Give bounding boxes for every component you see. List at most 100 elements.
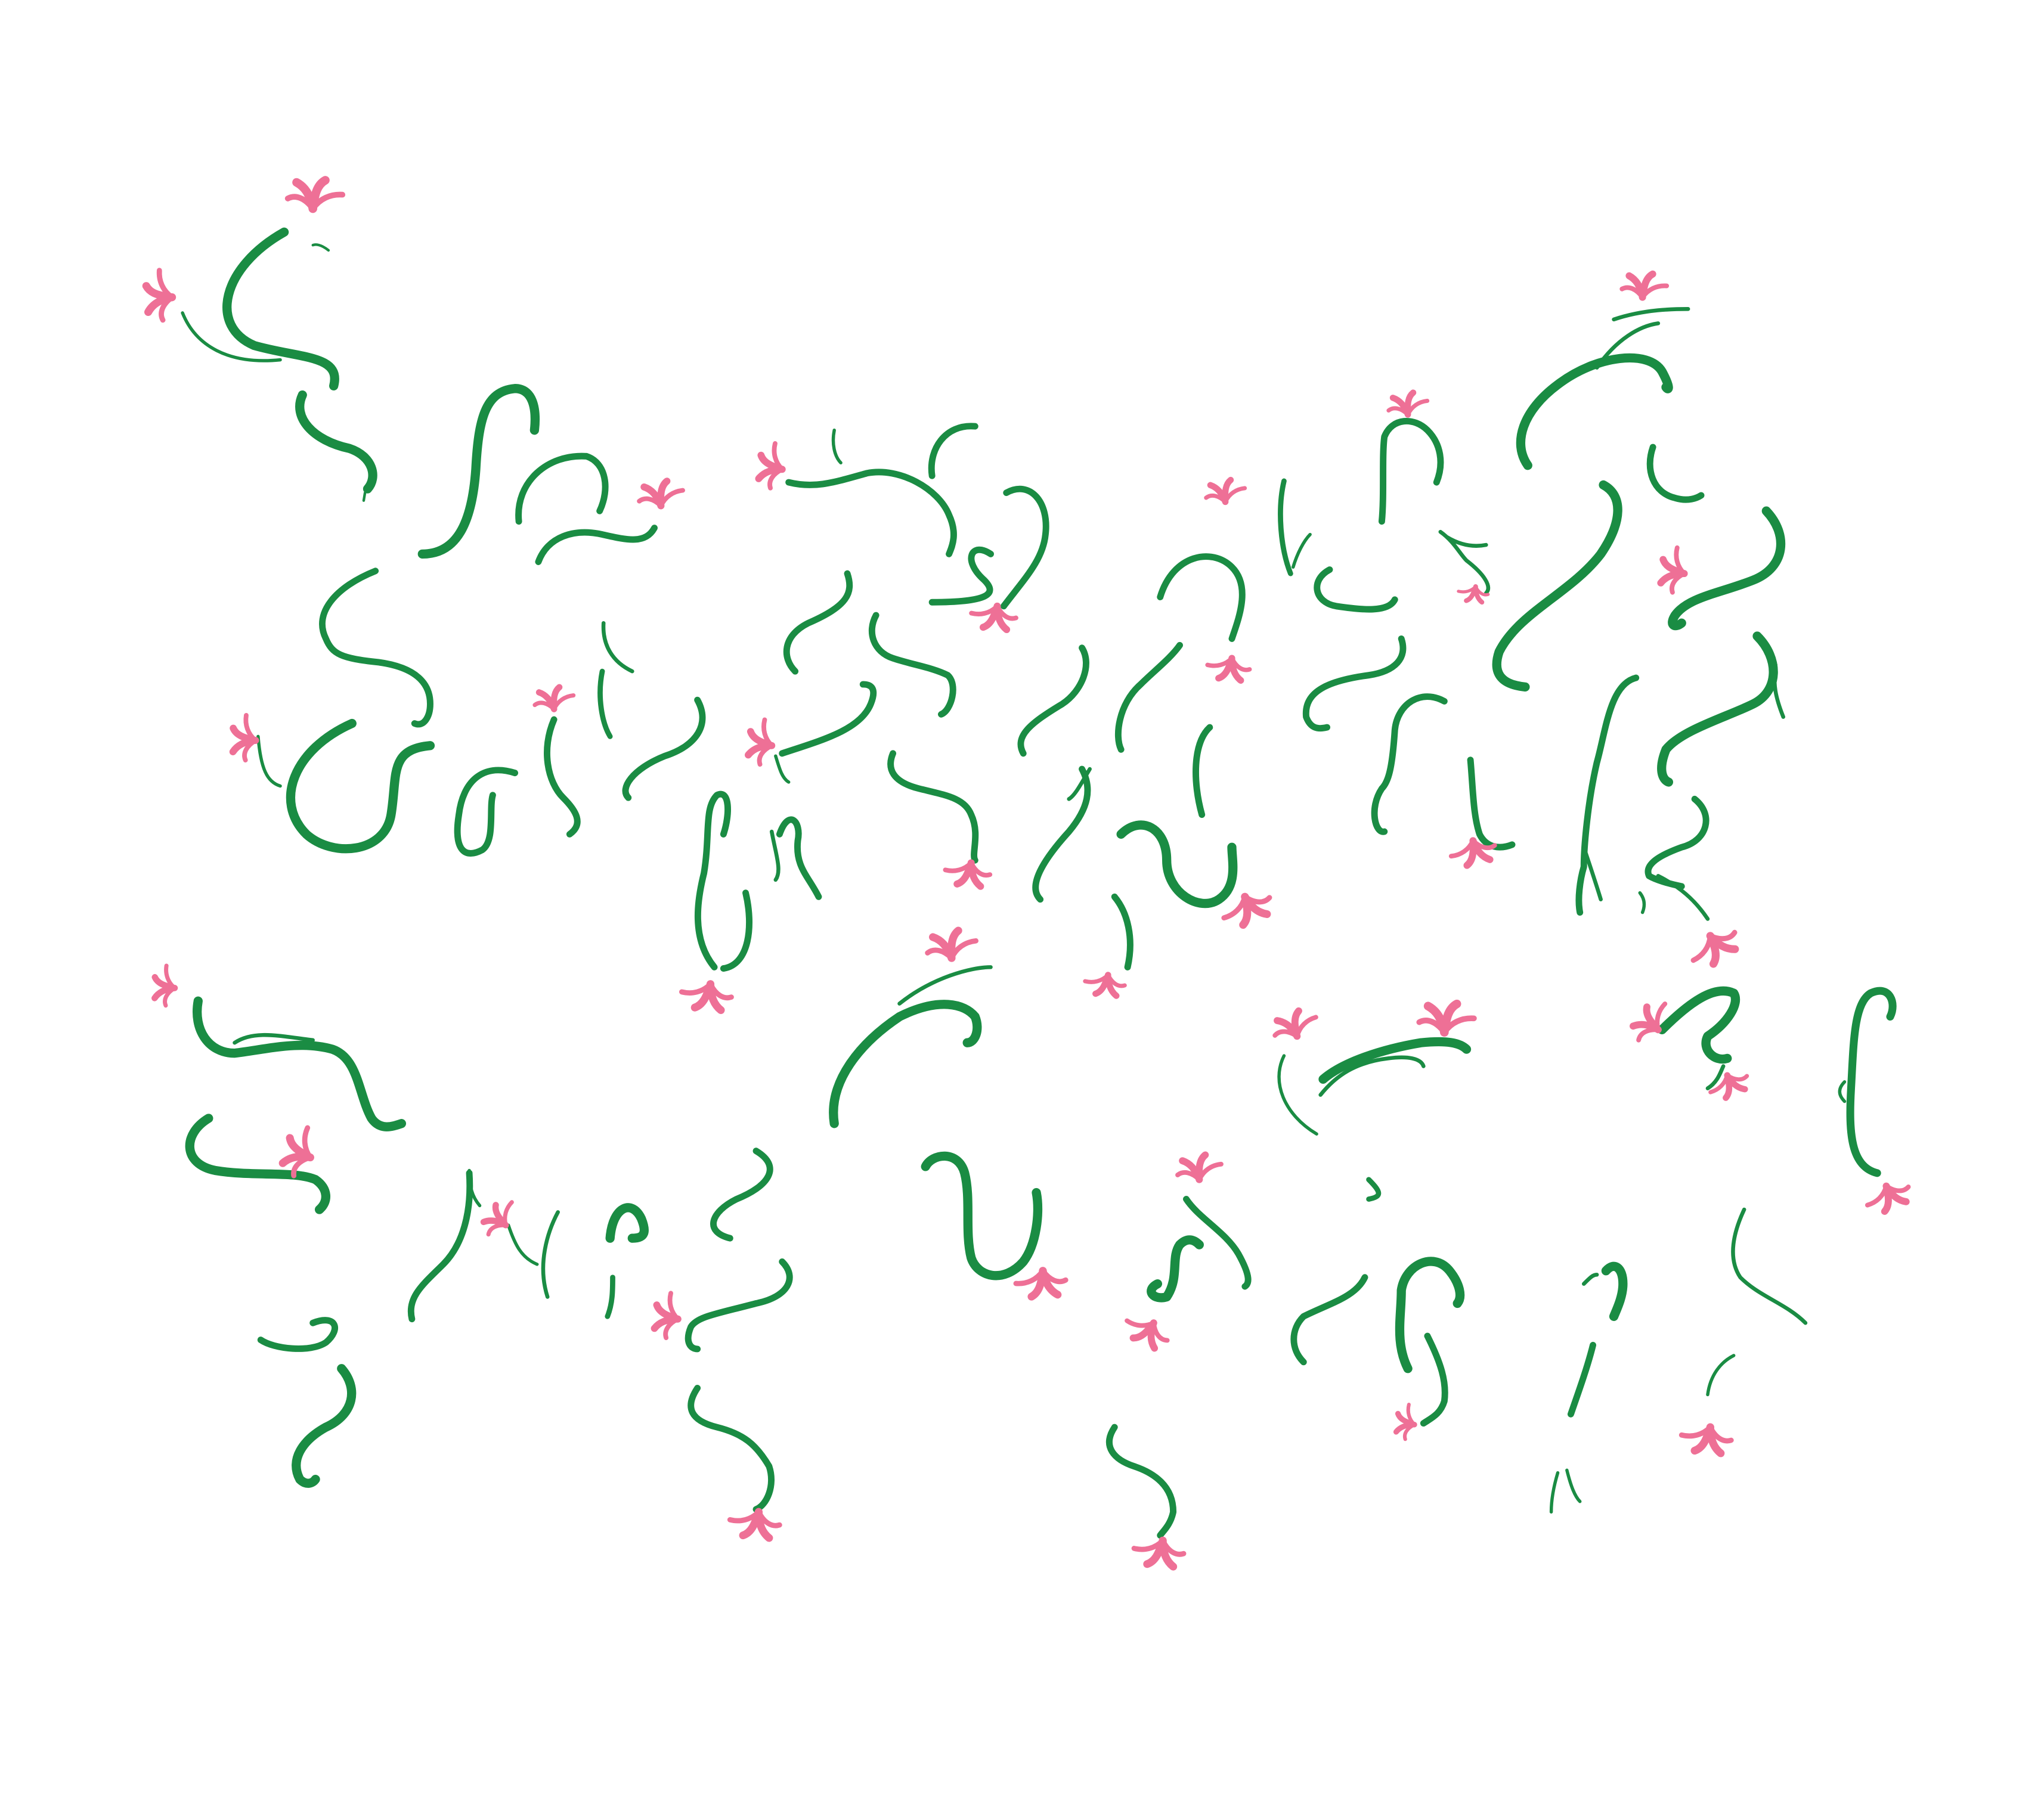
vine-blossoms (142, 176, 1911, 1571)
vine-stem (454, 767, 519, 857)
blossom-icon (1865, 1182, 1911, 1216)
vine-stem (319, 568, 433, 728)
vine-stem (868, 612, 956, 718)
vine-stem (776, 816, 822, 900)
vine-stem (720, 889, 752, 972)
vine-stem (1438, 529, 1491, 596)
vine-stem (1581, 1273, 1599, 1286)
vine-stem (1657, 631, 1778, 787)
vine-stem (1420, 1332, 1448, 1427)
vine-stem (887, 750, 979, 864)
vine-stem (1575, 674, 1640, 916)
vine-stem (1105, 1424, 1177, 1539)
vine-stem (1318, 1055, 1426, 1097)
vine-stem (1656, 874, 1710, 921)
blossom-icon (1630, 1001, 1668, 1043)
vine-stem (286, 718, 435, 854)
vine-stem (1706, 1354, 1736, 1397)
blossom-icon (651, 1291, 682, 1341)
vine-stem (1846, 987, 1897, 1177)
vine-stem (233, 1032, 315, 1045)
blossom-icon (278, 1125, 314, 1179)
vine-stem (1581, 845, 1603, 901)
vine-stem (1116, 820, 1238, 908)
vine-stem (685, 1258, 793, 1353)
vine-stem (1378, 417, 1444, 525)
vine-stem (785, 469, 957, 557)
vine-stem (1147, 1235, 1204, 1303)
vine-stem (1292, 532, 1312, 569)
vine-stem (897, 965, 993, 1006)
blossom-icon (1204, 476, 1247, 506)
vine-stem (1366, 1177, 1382, 1202)
vine-stem (779, 681, 877, 757)
vine-stem (544, 716, 581, 838)
vine-stem (1645, 795, 1709, 890)
blossom-icon (1131, 1536, 1187, 1571)
blossom-icon (1083, 972, 1127, 999)
vine-stem (181, 311, 282, 362)
blossom-icon (1393, 1403, 1417, 1441)
vine-stem (1492, 480, 1622, 692)
vine-stem (1838, 1080, 1847, 1103)
vine-stem (1193, 724, 1213, 818)
vine-stem (256, 734, 282, 788)
blossom-icon (1175, 1151, 1224, 1183)
blossom-icon (1457, 584, 1490, 605)
vine-stem (1371, 693, 1448, 835)
vine-stem (831, 428, 843, 465)
vine-stem (1032, 765, 1091, 903)
vine-stem (774, 754, 791, 784)
blossom-icon (532, 684, 576, 712)
blossom-icon (480, 1200, 514, 1237)
vine-stem (515, 452, 609, 525)
blossom-icon (229, 712, 259, 762)
blossom-icon (1448, 837, 1497, 869)
vine-stem (1067, 767, 1092, 801)
blossom-icon (151, 963, 178, 1008)
vine-stem (1302, 635, 1407, 732)
vine-stem (1612, 307, 1690, 322)
blossom-icon (744, 717, 776, 767)
vine-stem (1277, 1054, 1318, 1136)
vine-stem (1000, 485, 1049, 610)
vine-stem (1549, 1471, 1560, 1514)
vine-stem (921, 1151, 1043, 1280)
vine-stem (694, 790, 731, 970)
blossom-icon (969, 602, 1018, 634)
vine-stem (417, 384, 540, 559)
blossom-icon (284, 176, 346, 213)
blossom-icon (637, 477, 685, 510)
blossom-icon (755, 441, 786, 491)
vine-stem (928, 546, 994, 606)
blossom-icon (943, 859, 993, 890)
vine-stem (295, 390, 377, 494)
vine-stem (541, 1210, 560, 1299)
vine-stem (622, 696, 706, 801)
vine-stem (193, 996, 407, 1131)
vine-stem (1657, 986, 1741, 1064)
blossom-icon (1657, 545, 1688, 595)
vine-stem (928, 423, 978, 479)
vine-stem (292, 1364, 357, 1488)
vine-stem (1638, 891, 1646, 914)
vine-stem (687, 1385, 775, 1513)
blossom-icon (1205, 655, 1252, 684)
vine-stem (601, 621, 634, 674)
vine-stem (710, 1148, 773, 1242)
blossom-icon (1708, 1072, 1749, 1101)
blossom-icon (1416, 999, 1477, 1037)
vine-stem (1111, 893, 1134, 970)
vine-stem (1290, 1274, 1368, 1366)
vine-stem (1017, 644, 1089, 757)
vine-stem (1772, 662, 1786, 719)
vine-stem (1278, 478, 1293, 576)
blossom-icon (925, 926, 979, 962)
blossom-icon (1619, 270, 1670, 301)
vine-stem (1646, 444, 1705, 503)
vine-stem (1601, 1261, 1628, 1321)
vine-stem (829, 1000, 982, 1128)
vine-stem (362, 491, 367, 502)
vine-stem (257, 1317, 338, 1352)
